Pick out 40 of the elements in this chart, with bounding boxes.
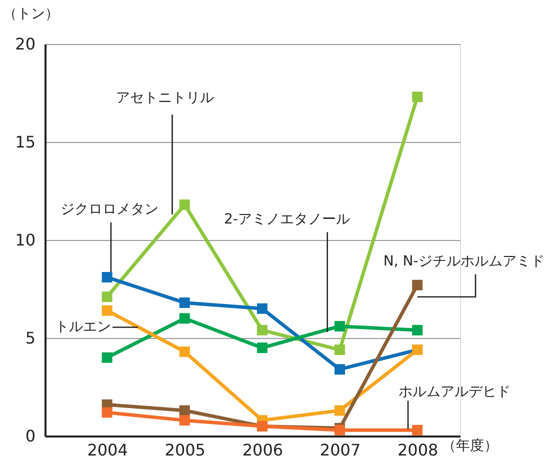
- point: [412, 424, 423, 436]
- point: [179, 199, 190, 210]
- text: アセトニトリル: [116, 90, 214, 106]
- series-label: トルエン: [54, 319, 111, 336]
- text: N, N-ジチルホルムアミド: [383, 254, 544, 270]
- point: [179, 405, 190, 416]
- point: [256, 342, 268, 354]
- point: [179, 313, 190, 324]
- point: [102, 305, 112, 316]
- point: [179, 297, 190, 308]
- point: [102, 407, 112, 418]
- point: [412, 324, 423, 336]
- point: [334, 405, 346, 416]
- x-tick-label: 2008: [397, 440, 438, 460]
- point: [102, 352, 112, 363]
- y-tick-label: 5: [25, 328, 36, 348]
- point: [179, 346, 190, 357]
- text: ホルムアルデヒド: [398, 384, 511, 400]
- point: [412, 280, 423, 290]
- point: [334, 320, 346, 332]
- x-axis-title: （年度）: [442, 438, 498, 454]
- point: [256, 324, 268, 336]
- point: [334, 344, 346, 356]
- y-tick-label: 10: [15, 230, 36, 250]
- x-tick-label: 2007: [320, 440, 361, 460]
- x-tick-label: 2004: [87, 440, 128, 460]
- point: [179, 415, 190, 426]
- y-axis-title: （トン）: [3, 6, 59, 22]
- y-tick-label: 15: [15, 132, 36, 152]
- point: [102, 292, 112, 302]
- x-tick-label: 2006: [242, 440, 284, 460]
- text: ジクロロメタン: [60, 202, 158, 218]
- point: [102, 272, 112, 282]
- y-tick-label: 20: [15, 34, 36, 54]
- y-tick-label: 0: [25, 426, 36, 446]
- point: [412, 92, 423, 102]
- x-tick-label: 2005: [164, 440, 206, 460]
- text: 2-アミノエタノール: [224, 211, 350, 228]
- point: [256, 303, 268, 314]
- point: [334, 364, 346, 375]
